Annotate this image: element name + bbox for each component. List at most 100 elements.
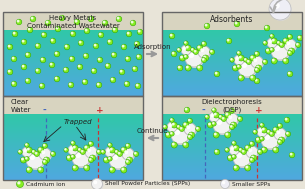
Circle shape bbox=[284, 117, 290, 123]
Circle shape bbox=[109, 144, 110, 145]
Circle shape bbox=[127, 144, 128, 146]
Circle shape bbox=[30, 16, 36, 22]
Circle shape bbox=[101, 150, 105, 154]
Circle shape bbox=[54, 76, 60, 82]
Circle shape bbox=[26, 53, 28, 55]
Circle shape bbox=[35, 43, 41, 49]
Circle shape bbox=[116, 151, 117, 152]
Circle shape bbox=[214, 133, 216, 135]
Circle shape bbox=[125, 151, 127, 153]
Circle shape bbox=[98, 150, 99, 152]
Circle shape bbox=[202, 58, 206, 63]
Text: Clear
Water: Clear Water bbox=[11, 99, 31, 112]
Circle shape bbox=[177, 65, 183, 71]
Circle shape bbox=[134, 41, 140, 47]
Circle shape bbox=[264, 42, 265, 43]
Circle shape bbox=[83, 53, 89, 59]
Circle shape bbox=[256, 69, 257, 70]
Circle shape bbox=[270, 34, 274, 38]
Circle shape bbox=[36, 44, 38, 46]
Circle shape bbox=[106, 148, 116, 158]
Circle shape bbox=[287, 71, 293, 77]
Circle shape bbox=[8, 70, 10, 72]
Circle shape bbox=[256, 52, 257, 54]
Circle shape bbox=[97, 83, 99, 85]
Circle shape bbox=[231, 147, 234, 150]
Circle shape bbox=[127, 161, 128, 162]
Circle shape bbox=[112, 53, 114, 55]
Circle shape bbox=[233, 142, 234, 143]
Circle shape bbox=[178, 126, 179, 127]
Circle shape bbox=[121, 44, 127, 50]
Circle shape bbox=[78, 40, 84, 46]
Circle shape bbox=[259, 150, 260, 152]
Circle shape bbox=[236, 57, 239, 60]
Circle shape bbox=[274, 128, 286, 140]
Circle shape bbox=[269, 132, 274, 136]
Circle shape bbox=[230, 146, 240, 156]
Circle shape bbox=[113, 155, 117, 159]
Circle shape bbox=[50, 63, 52, 65]
Circle shape bbox=[188, 132, 195, 138]
Circle shape bbox=[179, 55, 185, 61]
Circle shape bbox=[264, 25, 270, 31]
Circle shape bbox=[272, 59, 274, 61]
Circle shape bbox=[27, 148, 29, 150]
Circle shape bbox=[288, 51, 292, 56]
Circle shape bbox=[7, 69, 13, 75]
Circle shape bbox=[71, 141, 75, 145]
Circle shape bbox=[297, 43, 298, 45]
Circle shape bbox=[110, 152, 128, 170]
Circle shape bbox=[199, 47, 211, 59]
Circle shape bbox=[203, 42, 204, 44]
Circle shape bbox=[55, 52, 57, 54]
Circle shape bbox=[130, 20, 136, 26]
Circle shape bbox=[125, 82, 127, 84]
Circle shape bbox=[210, 113, 220, 123]
Circle shape bbox=[26, 167, 32, 173]
Circle shape bbox=[72, 142, 73, 143]
Circle shape bbox=[238, 75, 244, 81]
Circle shape bbox=[65, 45, 67, 47]
Circle shape bbox=[20, 157, 27, 163]
Circle shape bbox=[171, 122, 177, 128]
Circle shape bbox=[105, 63, 111, 69]
Circle shape bbox=[98, 32, 104, 38]
Circle shape bbox=[232, 65, 239, 71]
Circle shape bbox=[283, 38, 289, 44]
Circle shape bbox=[188, 118, 192, 123]
Circle shape bbox=[93, 43, 99, 49]
Circle shape bbox=[217, 120, 221, 124]
Circle shape bbox=[32, 150, 36, 154]
Circle shape bbox=[285, 118, 287, 120]
Circle shape bbox=[22, 65, 24, 67]
Circle shape bbox=[92, 178, 102, 189]
Circle shape bbox=[113, 28, 115, 30]
Circle shape bbox=[96, 82, 102, 88]
Circle shape bbox=[274, 3, 279, 8]
Circle shape bbox=[261, 138, 262, 139]
Circle shape bbox=[115, 150, 119, 154]
Circle shape bbox=[254, 68, 260, 73]
Circle shape bbox=[226, 133, 228, 135]
Circle shape bbox=[171, 142, 177, 148]
Circle shape bbox=[49, 62, 55, 68]
Circle shape bbox=[278, 123, 282, 128]
Circle shape bbox=[30, 155, 34, 159]
Circle shape bbox=[119, 69, 125, 75]
Circle shape bbox=[234, 55, 244, 65]
Bar bbox=[162, 96, 302, 115]
Circle shape bbox=[16, 19, 22, 25]
Circle shape bbox=[278, 140, 282, 145]
Circle shape bbox=[277, 41, 281, 45]
Circle shape bbox=[106, 64, 108, 66]
Circle shape bbox=[133, 67, 135, 69]
Circle shape bbox=[296, 43, 301, 47]
Circle shape bbox=[234, 66, 235, 68]
Circle shape bbox=[290, 49, 292, 51]
Circle shape bbox=[81, 150, 83, 152]
Circle shape bbox=[273, 147, 279, 153]
Circle shape bbox=[60, 16, 62, 18]
Circle shape bbox=[172, 127, 190, 145]
Circle shape bbox=[215, 150, 217, 152]
